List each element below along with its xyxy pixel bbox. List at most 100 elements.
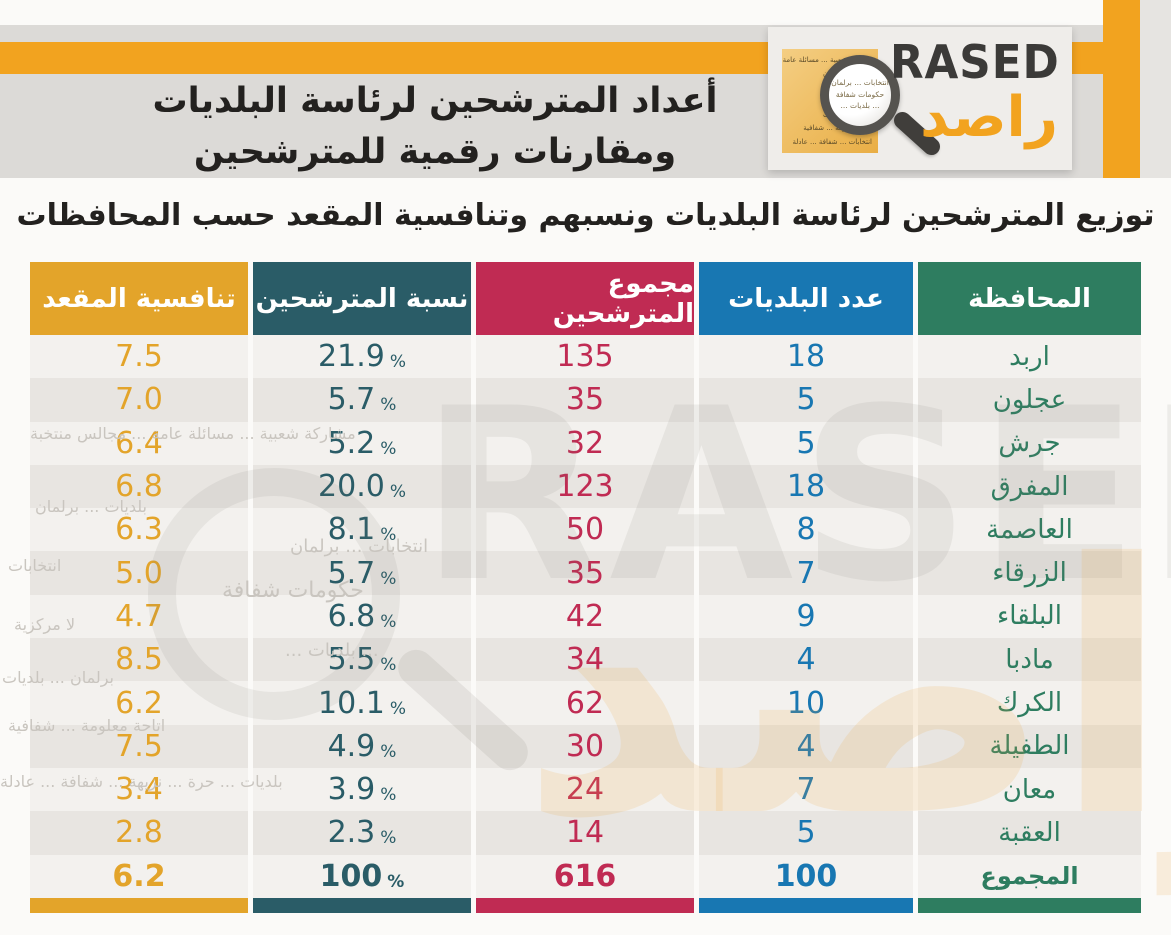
candidates-total-cell: 50 [476, 508, 694, 552]
column-header-candidates-total: مجموع المترشحين [476, 262, 694, 335]
municipalities-cell: 5 [699, 421, 913, 465]
seat-competitiveness-cell: 7.5 [30, 335, 248, 379]
municipalities-cell: 4 [699, 638, 913, 682]
percent-sign: % [380, 785, 397, 806]
governorate-cell: المفرق [918, 464, 1141, 509]
footer-bar-candidates-total [476, 897, 694, 913]
municipalities-cell: 100 [699, 854, 913, 898]
logo-wordmark-ar: راصد [920, 85, 1058, 150]
percent-sign: % [389, 352, 406, 373]
percent-sign: % [387, 871, 405, 892]
seat-competitiveness-cell: 4.7 [30, 594, 248, 639]
governorates-table: المحافظة عدد البلديات مجموع المترشحين نس… [30, 262, 1141, 913]
candidates-total-cell: 32 [476, 421, 694, 465]
candidates-percent-cell: 2.3% [253, 811, 471, 855]
column-header-municipalities: عدد البلديات [699, 262, 913, 335]
municipalities-cell: 10 [699, 681, 913, 725]
table-row: اربد 18 135 21.9% 7.5 [30, 335, 1141, 379]
municipalities-cell: 4 [699, 724, 913, 768]
seat-competitiveness-cell: 7.0 [30, 378, 248, 422]
candidates-percent-cell: 100% [253, 854, 471, 898]
governorate-cell: اربد [918, 335, 1141, 379]
table-row: الكرك 10 62 10.1% 6.2 [30, 681, 1141, 725]
percent-sign: % [389, 698, 406, 719]
table-footer-bar [30, 897, 1141, 913]
governorate-cell: معان [918, 767, 1141, 812]
governorate-cell: الكرك [918, 681, 1141, 725]
seat-competitiveness-cell: 6.2 [30, 854, 248, 898]
table-row: معان 7 24 3.9% 3.4 [30, 767, 1141, 812]
candidates-total-cell: 135 [476, 335, 694, 379]
logo-wordmark-en: RASED [890, 35, 1060, 89]
governorate-cell: البلقاء [918, 594, 1141, 639]
candidates-total-cell: 34 [476, 638, 694, 682]
municipalities-cell: 7 [699, 551, 913, 595]
percent-sign: % [380, 525, 397, 546]
footer-bar-municipalities [699, 897, 913, 913]
table-row: البلقاء 9 42 6.8% 4.7 [30, 594, 1141, 639]
governorate-cell: عجلون [918, 378, 1141, 422]
percent-sign: % [389, 482, 406, 503]
footer-bar-governorate [918, 897, 1141, 913]
candidates-percent-cell: 8.1% [253, 508, 471, 552]
seat-competitiveness-cell: 6.4 [30, 421, 248, 465]
magnifier-lens-icon: انتخابات ... برلمان حكومات شفافة ... بلد… [820, 55, 900, 135]
seat-competitiveness-cell: 6.8 [30, 464, 248, 509]
percent-sign: % [380, 438, 397, 459]
candidates-total-cell: 24 [476, 767, 694, 812]
candidates-total-cell: 123 [476, 464, 694, 509]
municipalities-cell: 18 [699, 464, 913, 509]
column-header-seat-competitiveness: تنافسية المقعد [30, 262, 248, 335]
governorate-cell: جرش [918, 421, 1141, 465]
percent-sign: % [380, 395, 397, 416]
page-title: أعداد المترشحين لرئاسة البلديات ومقارنات… [60, 76, 810, 178]
municipalities-cell: 9 [699, 594, 913, 639]
candidates-total-cell: 42 [476, 594, 694, 639]
table-row: عجلون 5 35 5.7% 7.0 [30, 378, 1141, 422]
page-title-line2: ومقارنات رقمية للمترشحين [193, 131, 677, 172]
lens-line: ... بلديات ... [840, 101, 880, 111]
municipalities-cell: 18 [699, 335, 913, 379]
table-row: الطفيلة 4 30 4.9% 7.5 [30, 724, 1141, 768]
table-body: اربد 18 135 21.9% 7.5 عجلون 5 35 5.7% 7.… [30, 335, 1141, 898]
candidates-percent-cell: 5.2% [253, 421, 471, 465]
seat-competitiveness-cell: 8.5 [30, 638, 248, 682]
table-row: العاصمة 8 50 8.1% 6.3 [30, 508, 1141, 552]
seat-competitiveness-cell: 6.3 [30, 508, 248, 552]
candidates-total-cell: 35 [476, 551, 694, 595]
candidates-percent-cell: 3.9% [253, 767, 471, 812]
governorate-cell: الطفيلة [918, 724, 1141, 768]
governorate-cell: مادبا [918, 638, 1141, 682]
candidates-percent-cell: 21.9% [253, 335, 471, 379]
table-caption: توزيع المترشحين لرئاسة البلديات ونسبهم و… [16, 198, 1155, 233]
governorate-cell: العقبة [918, 811, 1141, 855]
seat-competitiveness-cell: 6.2 [30, 681, 248, 725]
column-header-candidates-percent: نسبة المترشحين [253, 262, 471, 335]
candidates-total-cell: 62 [476, 681, 694, 725]
candidates-percent-cell: 5.5% [253, 638, 471, 682]
table-row: الزرقاء 7 35 5.7% 5.0 [30, 551, 1141, 595]
candidates-percent-cell: 20.0% [253, 464, 471, 509]
table-row: المجموع 100 616 100% 6.2 [30, 854, 1141, 898]
percent-sign: % [380, 828, 397, 849]
table-header-row: المحافظة عدد البلديات مجموع المترشحين نس… [30, 262, 1141, 335]
candidates-total-cell: 30 [476, 724, 694, 768]
governorate-cell: العاصمة [918, 508, 1141, 552]
seat-competitiveness-cell: 2.8 [30, 811, 248, 855]
governorate-cell: الزرقاء [918, 551, 1141, 595]
seat-competitiveness-cell: 3.4 [30, 767, 248, 812]
note-line: مشاركة شعبية ... مسائلة عامة [782, 56, 872, 64]
municipalities-cell: 5 [699, 378, 913, 422]
table-row: مادبا 4 34 5.5% 8.5 [30, 638, 1141, 682]
column-header-governorate: المحافظة [918, 262, 1141, 335]
candidates-total-cell: 35 [476, 378, 694, 422]
header-orange-vertical-bar [1103, 0, 1140, 178]
candidates-percent-cell: 10.1% [253, 681, 471, 725]
header-right-gray-strip [1140, 0, 1171, 178]
candidates-percent-cell: 6.8% [253, 594, 471, 639]
footer-bar-candidates-percent [253, 897, 471, 913]
municipalities-cell: 7 [699, 767, 913, 812]
municipalities-cell: 5 [699, 811, 913, 855]
governorate-cell: المجموع [918, 854, 1141, 898]
lens-line: حكومات شفافة [835, 89, 885, 99]
